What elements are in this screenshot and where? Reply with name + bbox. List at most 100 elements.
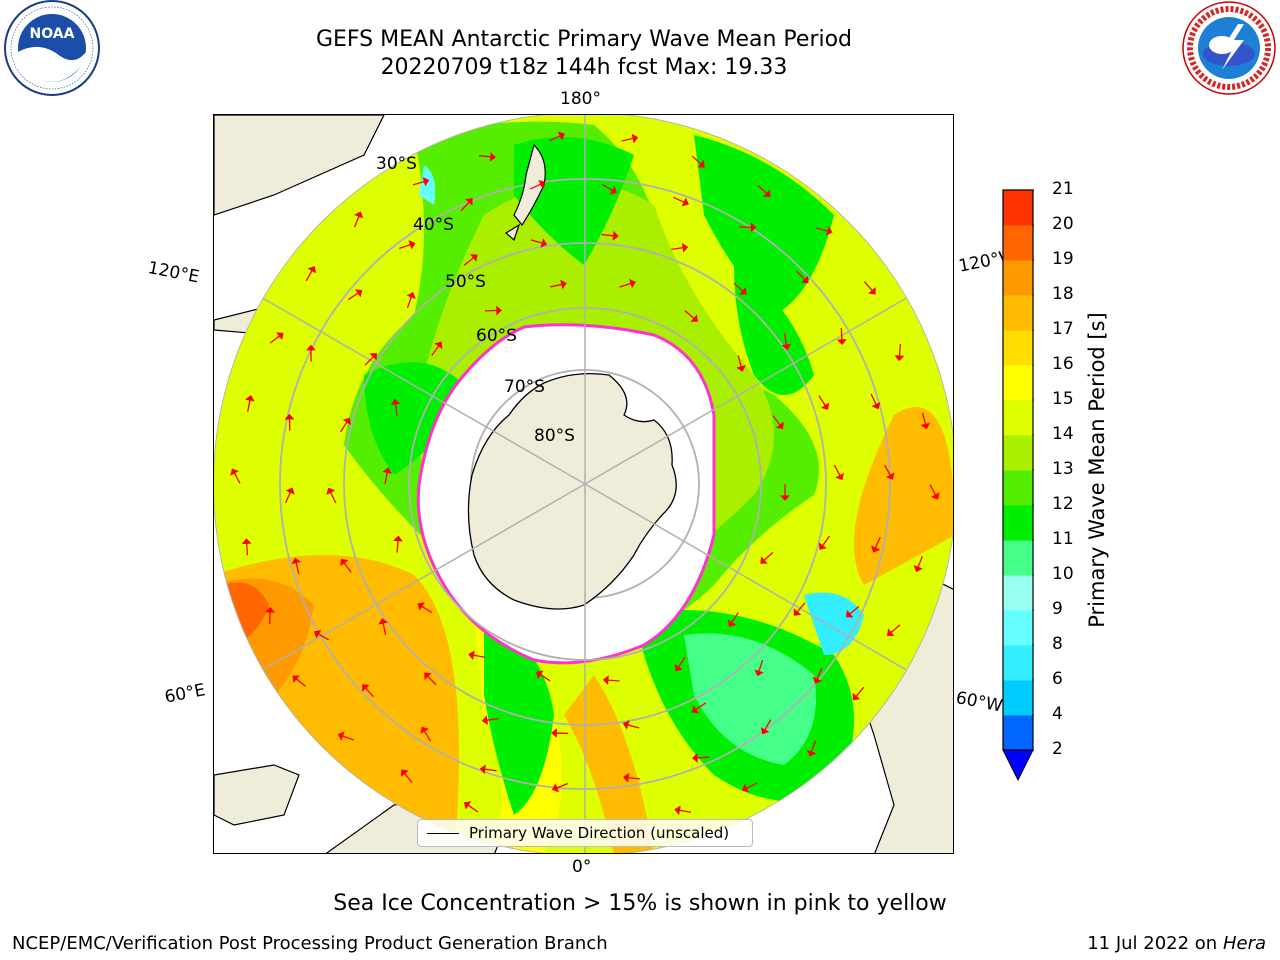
polar-wave-map: 30°S 40°S 50°S 60°S 70°S 80°S	[214, 115, 953, 853]
wave-arrow-head	[481, 715, 489, 726]
lon-label-60e: 60°E	[163, 680, 207, 708]
meridian-grid	[214, 115, 953, 853]
wave-arrow-shaft	[840, 328, 843, 341]
map-subtitle: 20220709 t18z 144h fcst Max: 19.33	[380, 55, 788, 80]
wave-arrow-shaft	[423, 730, 432, 742]
wave-arrow-shaft	[855, 686, 865, 697]
colorbar-tick-label: 14	[1052, 424, 1074, 444]
wave-arrow-head	[775, 421, 784, 430]
wave-arrow-head	[754, 669, 764, 677]
wave-arrow-head	[314, 629, 322, 639]
colorbar-tick-label: 21	[1052, 179, 1074, 199]
legend-line-swatch	[427, 833, 459, 834]
wave-arrow-head	[369, 352, 377, 361]
wave-arrow-head	[557, 131, 565, 141]
wave-arrow-head	[741, 783, 750, 793]
wave-arrow-shaft	[691, 155, 702, 165]
wave-arrow-head	[382, 467, 393, 474]
wave-arrow-shaft	[463, 257, 475, 266]
wave-arrow-shaft	[929, 484, 937, 496]
wave-arrow-head	[538, 179, 546, 189]
wave-arrow-head	[230, 468, 239, 476]
wave-direction-arrows	[230, 131, 940, 816]
colorbar-segment	[1003, 260, 1033, 296]
wave-arrow-shaft	[295, 678, 306, 687]
wave-arrow-head	[354, 289, 363, 298]
lon-label-60w: 60°W	[954, 688, 1005, 717]
wave-arrow-head	[930, 492, 940, 500]
wave-arrow-shaft	[818, 395, 826, 407]
wave-arrow-head	[479, 764, 486, 775]
wave-arrow-shaft	[739, 226, 752, 229]
wave-arrow-head	[760, 727, 770, 735]
wave-arrow-head	[852, 692, 861, 701]
wave-arrow-shaft	[684, 310, 695, 320]
wave-arrow-head	[868, 286, 876, 295]
wave-arrow-shaft	[269, 335, 280, 344]
wave-arrow-shaft	[556, 782, 568, 789]
wave-arrow-head	[337, 731, 345, 741]
wave-arrow-shaft	[364, 687, 374, 698]
wave-arrow-shaft	[796, 602, 806, 613]
wave-arrow-shaft	[607, 679, 620, 682]
lat-label-60s: 60°S	[476, 326, 517, 346]
wave-arrow-shaft	[427, 675, 437, 686]
wave-arrow-head	[913, 565, 923, 573]
wave-arrow-head	[780, 495, 790, 501]
wave-arrow-shaft	[833, 464, 841, 476]
colorbar-segment	[1003, 505, 1033, 541]
wave-arrow-head	[793, 608, 802, 616]
footer-credit: NCEP/EMC/Verification Post Processing Pr…	[12, 933, 608, 954]
wave-arrow-shaft	[246, 543, 249, 556]
wave-arrow-shaft	[467, 804, 479, 813]
wave-arrow-shaft	[898, 344, 902, 357]
colorbar-tick-label: 6	[1052, 669, 1063, 689]
colorbar-segment	[1003, 540, 1033, 576]
new-zealand	[504, 143, 546, 242]
colorbar-tick-label: 11	[1052, 529, 1074, 549]
wave-arrow-shaft	[539, 673, 551, 682]
wave-arrow-shaft	[406, 296, 413, 309]
wave-arrow-shaft	[679, 809, 692, 813]
wave-arrow-head	[727, 619, 737, 627]
wave-arrow-shaft	[529, 183, 542, 190]
wave-arrow-shaft	[921, 412, 927, 425]
wave-arrow-head	[681, 197, 689, 207]
colorbar-segment	[1003, 365, 1033, 401]
wave-arrow-shaft	[764, 719, 772, 731]
lat-label-40s: 40°S	[413, 215, 454, 235]
wave-arrow-shaft	[486, 717, 499, 721]
wave-arrow-shaft	[849, 605, 860, 615]
colorbar-segment	[1003, 190, 1033, 226]
lon-label-0: 0°	[572, 857, 592, 877]
wave-arrow-shaft	[601, 233, 614, 237]
colorbar-tick-label: 16	[1052, 354, 1074, 374]
colorbar-segment	[1003, 225, 1033, 261]
wave-arrow-shaft	[460, 201, 470, 212]
wave-arrow-shaft	[247, 399, 251, 412]
wave-arrow-shaft	[621, 137, 634, 142]
legend-label: Primary Wave Direction (unscaled)	[469, 824, 730, 842]
wave-arrow-shaft	[917, 556, 923, 568]
wave-arrow-shaft	[619, 282, 632, 288]
wave-arrow-head	[818, 542, 827, 550]
wave-arrow-shaft	[874, 536, 881, 549]
wave-arrow-head	[465, 198, 473, 206]
wave-arrow-shaft	[550, 283, 563, 288]
wave-arrow-shaft	[733, 282, 744, 292]
wave-arrow-head	[463, 801, 472, 810]
wave-arrow-head	[760, 556, 768, 564]
wave-arrow-head	[468, 650, 475, 661]
wave-arrow-shaft	[772, 415, 781, 426]
wave-arrow-head	[560, 279, 567, 290]
colorbar-tick-label: 4	[1052, 704, 1063, 724]
wave-arrow-head	[836, 339, 847, 346]
wave-arrow-head	[674, 663, 683, 672]
colorbar-tick-label: 18	[1052, 284, 1074, 304]
wave-arrow-shaft	[343, 562, 352, 573]
wave-arrow-head	[690, 314, 698, 322]
map-frame: 30°S 40°S 50°S 60°S 70°S 80°S Primary Wa…	[213, 114, 954, 854]
wave-arrow-head	[470, 254, 478, 262]
wave-arrow-head	[623, 772, 630, 783]
wave-arrow-head	[540, 238, 548, 248]
